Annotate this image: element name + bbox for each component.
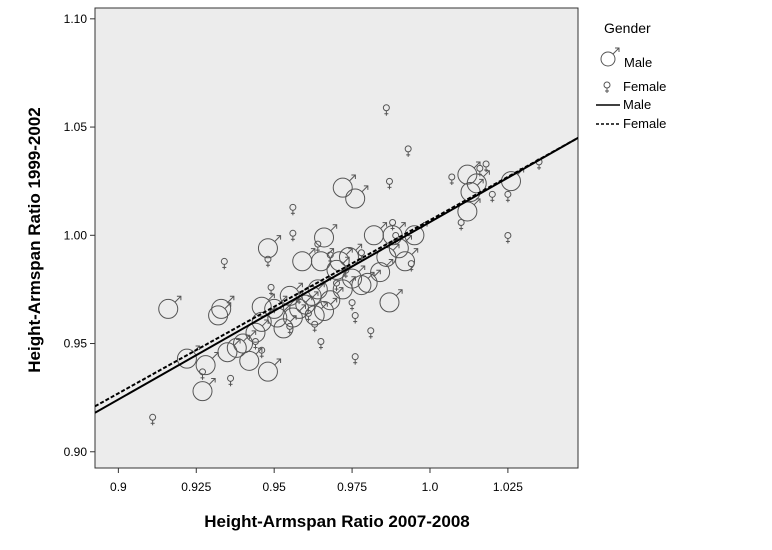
female-point: [348, 299, 356, 311]
x-tick-label: 0.925: [181, 480, 211, 494]
female-point: [351, 353, 359, 365]
female-point: [342, 266, 350, 279]
x-tick-label: 1.0: [422, 480, 439, 494]
y-tick-label: 1.05: [64, 120, 88, 134]
x-tick-label: 0.9: [110, 480, 127, 494]
female-point: [448, 173, 456, 186]
x-axis-title: Height-Armspan Ratio 2007-2008: [204, 512, 469, 531]
female-point: [314, 240, 322, 253]
fit-line-female: [95, 137, 578, 408]
legend-female-line-label: Female: [623, 116, 666, 131]
y-tick-label: 1.00: [64, 228, 88, 242]
female-point: [317, 338, 325, 350]
male-point: [320, 287, 344, 311]
legend-title: Gender: [604, 20, 651, 36]
female-point: [488, 190, 496, 203]
female-point: [289, 203, 297, 216]
female-point: [382, 104, 390, 116]
female-point: [482, 160, 490, 173]
male-point: [395, 248, 419, 272]
female-point: [504, 190, 512, 203]
male-point: [251, 293, 275, 317]
female-point: [311, 320, 319, 333]
male-point: [338, 243, 363, 267]
legend-female-marker-icon: [603, 81, 611, 93]
female-point: [367, 327, 375, 339]
x-tick-label: 0.95: [262, 480, 286, 494]
female-point: [267, 283, 275, 296]
male-point: [370, 258, 394, 283]
male-point: [304, 302, 328, 326]
male-point: [158, 295, 182, 319]
male-point: [332, 174, 356, 198]
female-point: [199, 368, 207, 380]
female-point: [227, 374, 235, 387]
legend-male-line-label: Male: [623, 97, 651, 112]
female-point: [289, 229, 297, 242]
y-axis-title: Height-Armspan Ratio 1999-2002: [25, 107, 44, 372]
female-point: [286, 322, 294, 335]
fit-lines: [95, 137, 578, 414]
female-point: [457, 218, 465, 231]
y-tick-label: 1.10: [64, 12, 88, 26]
male-point: [314, 297, 338, 322]
female-point: [220, 257, 228, 270]
x-tick-label: 1.025: [493, 480, 523, 494]
legend-female-marker-label: Female: [623, 79, 666, 94]
male-point: [211, 295, 235, 319]
male-point: [192, 378, 216, 402]
male-point: [257, 358, 282, 382]
female-point: [385, 177, 393, 190]
female-point: [295, 292, 303, 305]
legend: Gender Male Female Male Female: [596, 20, 666, 131]
y-axis: 0.90 0.95 1.00 1.05 1.10: [64, 12, 95, 459]
male-point: [379, 289, 403, 313]
plot-area: [94, 7, 579, 469]
female-point: [258, 346, 266, 359]
female-point: [389, 218, 397, 231]
female-point: [404, 145, 412, 157]
male-point: [345, 185, 369, 209]
y-tick-label: 0.95: [64, 337, 88, 351]
female-point: [504, 231, 512, 244]
female-point: [407, 260, 415, 272]
legend-male-marker-icon: [600, 47, 620, 67]
male-point: [357, 269, 381, 293]
male-point: [217, 339, 241, 363]
male-point: [257, 235, 282, 259]
male-point: [466, 170, 490, 194]
female-point: [264, 255, 272, 268]
female-point: [326, 251, 334, 263]
female-point: [149, 413, 157, 426]
x-axis: 0.9 0.925 0.95 0.975 1.0 1.025: [110, 468, 523, 494]
y-tick-label: 0.90: [64, 445, 88, 459]
female-point: [251, 338, 259, 350]
female-point: [333, 279, 340, 292]
female-point: [304, 309, 312, 322]
legend-male-marker-label: Male: [624, 55, 652, 70]
x-tick-label: 0.975: [337, 480, 367, 494]
male-point: [314, 224, 338, 248]
female-point: [476, 164, 484, 177]
female-point: [351, 312, 359, 324]
